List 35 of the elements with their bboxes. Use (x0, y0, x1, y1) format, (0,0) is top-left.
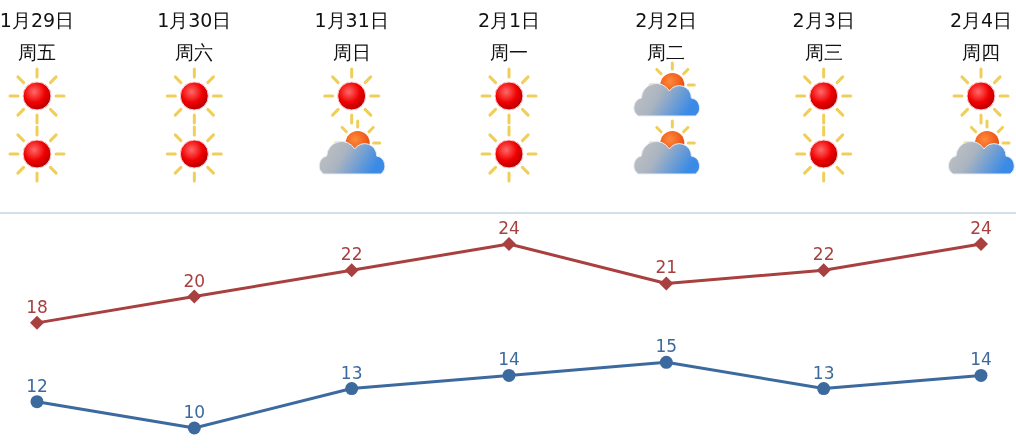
data-label: 24 (498, 218, 520, 238)
point (659, 355, 673, 369)
point (502, 368, 516, 382)
data-label: 18 (26, 296, 48, 317)
point (974, 368, 988, 382)
point (817, 382, 831, 396)
point (344, 263, 359, 278)
x-tick-label: 2月1日周一 (476, 8, 542, 65)
data-label: 14 (970, 349, 992, 370)
point (974, 237, 988, 251)
data-label: 22 (340, 244, 363, 265)
x-tick-label: 1月31日周日 (313, 8, 390, 65)
x-tick-label: 2月4日周四 (948, 8, 1014, 65)
point (30, 395, 44, 409)
point (187, 289, 202, 304)
x-tick-label: 2月2日周二 (634, 8, 699, 65)
data-label: 21 (655, 257, 678, 278)
point (816, 263, 831, 278)
data-label: 24 (970, 218, 992, 238)
point (659, 276, 674, 291)
data-label: 10 (183, 402, 206, 422)
x-tick-label: 2月3日周三 (791, 8, 856, 65)
x-tick-label: 1月29日周五 (0, 8, 75, 65)
data-label: 20 (183, 270, 206, 291)
data-label: 12 (26, 375, 48, 396)
x-tick-label: 1月30日周六 (156, 8, 233, 65)
point (187, 421, 201, 435)
point (30, 315, 44, 330)
data-label: 15 (655, 336, 678, 357)
data-label: 14 (498, 349, 520, 370)
point (502, 237, 516, 251)
data-label: 13 (812, 362, 835, 383)
point (345, 382, 359, 396)
data-label: 13 (340, 362, 363, 383)
data-label: 22 (812, 244, 835, 265)
